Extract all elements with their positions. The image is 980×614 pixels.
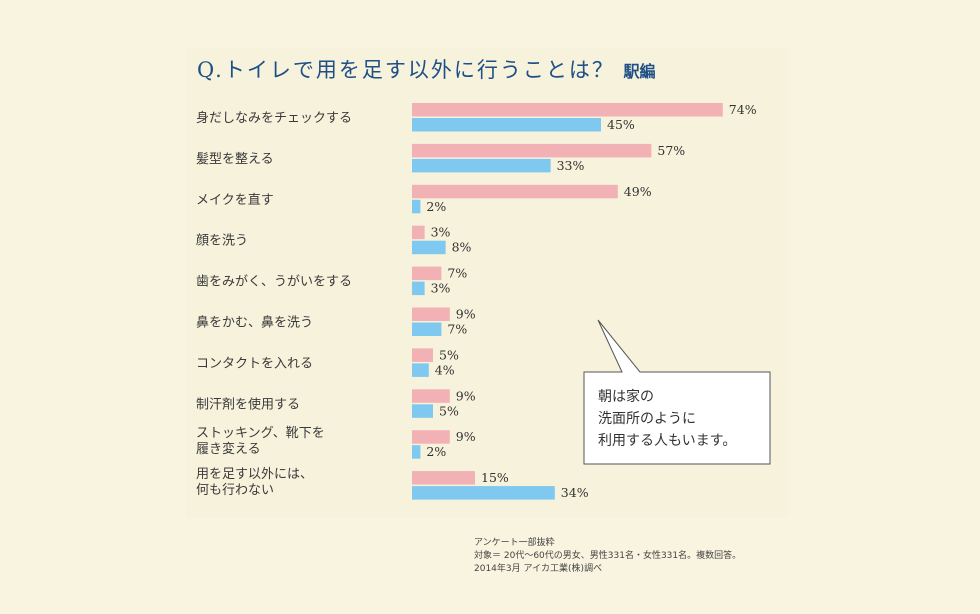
bar-blue — [412, 445, 421, 459]
value-label: 9% — [456, 429, 476, 444]
bar-pink — [412, 389, 450, 403]
category-label: 顔を洗う — [196, 234, 248, 249]
bar-blue — [412, 199, 421, 214]
bar-pink — [412, 348, 433, 362]
bar-pink — [412, 184, 618, 199]
bar-pink — [412, 266, 442, 281]
value-label: 8% — [452, 240, 472, 255]
bar-pink — [412, 307, 450, 321]
value-label: 7% — [447, 322, 467, 337]
value-label: 34% — [561, 485, 589, 500]
category-label: 制汗剤を使用する — [196, 396, 300, 412]
category-label: 鼻をかむ、鼻を洗う — [196, 315, 313, 331]
value-label: 2% — [426, 444, 446, 459]
bar-blue — [412, 281, 425, 296]
survey-footnote: アンケート一部抜粋 対象＝ 20代〜60代の男女、男性331名・女性331名。複… — [474, 538, 742, 574]
category-label: 髪型を整える — [196, 152, 274, 167]
title-sub: 駅編 — [623, 62, 656, 81]
value-label: 5% — [439, 403, 459, 418]
value-label: 45% — [607, 117, 635, 132]
bar-blue — [412, 118, 601, 132]
bar-blue — [412, 240, 446, 255]
value-label: 15% — [481, 470, 509, 485]
category-label: 歯をみがく、うがいをする — [196, 275, 352, 290]
bar-blue — [412, 363, 429, 377]
bar-blue — [412, 158, 551, 173]
value-label: 74% — [729, 102, 757, 117]
bar-pink — [412, 430, 450, 444]
category-label: メイクを直す — [196, 193, 274, 208]
value-label: 57% — [657, 143, 685, 158]
value-label: 3% — [431, 225, 451, 240]
bar-pink — [412, 225, 425, 240]
category-label: 用を足す以外には、何も行わない — [196, 467, 313, 498]
speech-bubble — [583, 319, 771, 465]
value-label: 33% — [557, 158, 585, 173]
value-label: 3% — [431, 281, 451, 296]
bar-pink — [412, 471, 475, 485]
value-label: 5% — [439, 347, 459, 362]
value-label: 9% — [456, 388, 476, 403]
value-label: 9% — [456, 307, 476, 322]
bar-pink — [412, 143, 652, 158]
category-label: 身だしなみをチェックする — [196, 110, 352, 126]
value-label: 2% — [426, 199, 446, 214]
bar-blue — [412, 486, 555, 500]
category-label: ストッキング、靴下を履き変える — [196, 426, 325, 457]
bar-pink — [412, 103, 723, 117]
chart-title: Q.トイレで用を足す以外に行うことは？ 駅編 — [197, 54, 656, 84]
value-label: 4% — [435, 362, 455, 377]
value-label: 49% — [624, 184, 652, 199]
bar-blue — [412, 322, 442, 336]
category-label: コンタクトを入れる — [196, 356, 313, 371]
speech-bubble-text: 朝は家の 洗面所のように 利用する人もいます。 — [598, 389, 737, 449]
title-main: Q.トイレで用を足す以外に行うことは？ — [197, 58, 615, 82]
value-label: 7% — [447, 266, 467, 281]
bar-blue — [412, 404, 433, 418]
